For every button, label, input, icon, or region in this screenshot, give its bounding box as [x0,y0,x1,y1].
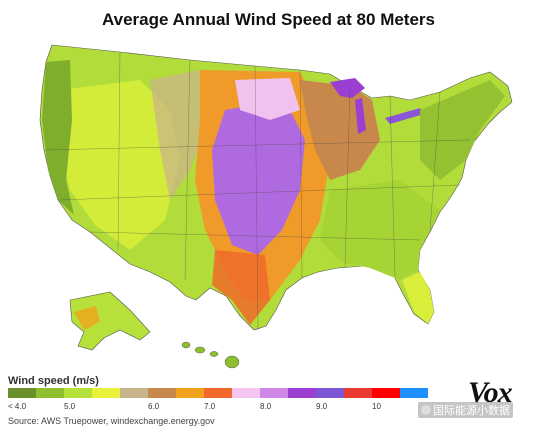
watermark-text: 国际能源小数据 [433,405,510,417]
alaska-orange [74,306,100,330]
plains-purple-core [212,100,305,255]
southeast-green [320,180,440,280]
legend-swatch [36,388,64,398]
lake-michigan [355,98,366,134]
legend-swatch [64,388,92,398]
wind-speed-map [39,44,513,369]
legend-swatch [344,388,372,398]
legend-swatch [288,388,316,398]
florida [402,272,434,324]
legend-swatch [92,388,120,398]
legend-tick-label: 7.0 [204,402,216,411]
legend-color-bar [8,388,428,398]
source-note: Source: AWS Truepower, windexchange.ener… [8,416,215,426]
legend-tick-label: 5.0 [64,402,76,411]
alaska [69,291,151,351]
northeast-green [420,80,505,180]
legend-swatch [400,388,428,398]
legend-swatch [8,388,36,398]
legend-ticks: < 4.0 5.0 6.0 7.0 8.0 9.0 10 [8,402,458,414]
texas-orange [212,250,270,325]
map-title: Average Annual Wind Speed at 80 Meters [101,10,435,29]
contiguous-us [39,44,513,331]
legend-swatch [260,388,288,398]
legend-title: Wind speed (m/s) [8,375,99,387]
hawaii [181,341,240,369]
legend-swatch [176,388,204,398]
rockies-tan [150,70,210,200]
legend-swatch [316,388,344,398]
legend-tick-label: < 4.0 [8,402,27,411]
wechat-icon [421,405,431,415]
legend-swatch [120,388,148,398]
legend-swatch [148,388,176,398]
pacific-coast-green [42,60,74,215]
great-lakes [330,78,365,98]
lake-erie-ontario [385,108,424,124]
state-borders [43,51,471,331]
legend-swatch [204,388,232,398]
legend-tick-label: 9.0 [316,402,328,411]
legend-swatch [372,388,400,398]
plains-pink-zone [235,78,300,120]
legend-swatch [232,388,260,398]
watermark: 国际能源小数据 [418,402,513,418]
legend-tick-label: 6.0 [148,402,160,411]
legend-tick-label: 10 [372,402,381,411]
legend-tick-label: 8.0 [260,402,272,411]
